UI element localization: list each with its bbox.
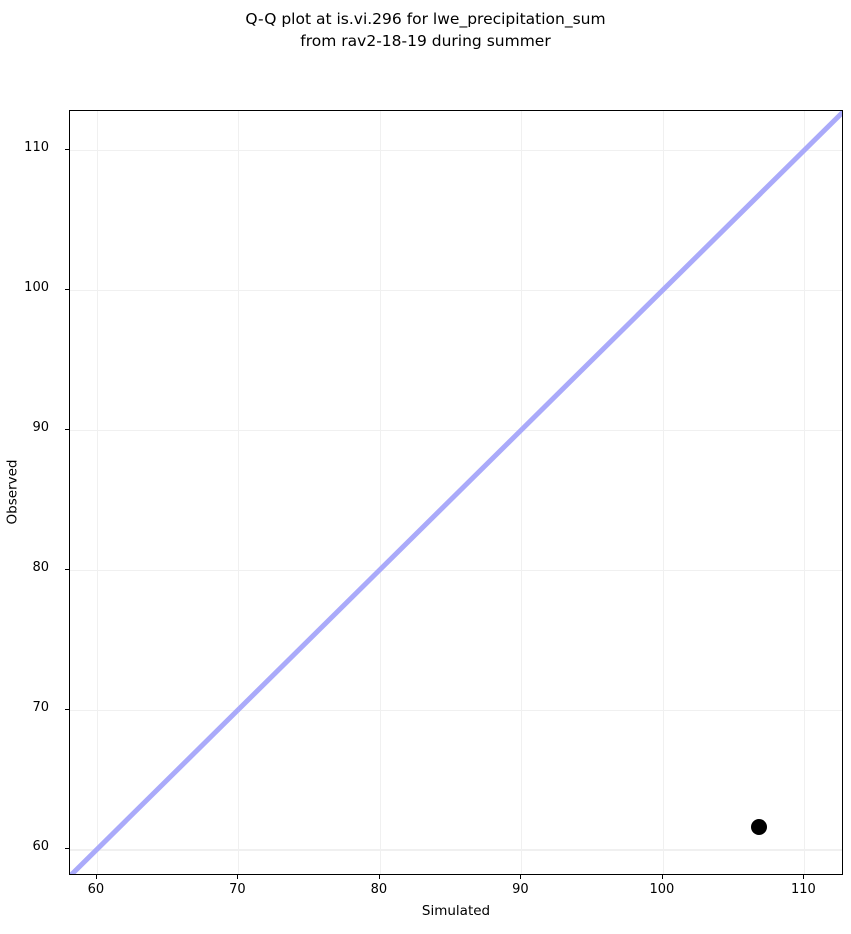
x-tick-mark bbox=[520, 875, 522, 879]
x-tick-label: 100 bbox=[649, 882, 675, 897]
y-tick-mark bbox=[65, 289, 69, 290]
x-tick-mark bbox=[803, 875, 805, 879]
x-tick-label: 90 bbox=[512, 882, 529, 897]
x-tick-mark bbox=[661, 875, 663, 879]
gridline-vertical bbox=[96, 111, 98, 874]
chart-title: Q-Q plot at is.vi.296 for lwe_precipitat… bbox=[245, 10, 606, 50]
x-tick-label: 110 bbox=[790, 882, 816, 897]
x-tick-mark bbox=[237, 875, 239, 879]
y-tick-label: 90 bbox=[32, 419, 49, 435]
data-point-marker bbox=[751, 819, 768, 836]
x-tick-label: 70 bbox=[229, 882, 246, 897]
gridline-horizontal bbox=[70, 429, 842, 431]
one-to-one-reference-line bbox=[70, 111, 842, 874]
data-layer bbox=[70, 111, 842, 874]
y-tick-mark bbox=[65, 568, 69, 570]
y-tick-label: 60 bbox=[32, 839, 49, 855]
gridline-horizontal bbox=[70, 709, 842, 711]
y-tick-mark bbox=[65, 708, 69, 710]
x-tick-mark bbox=[378, 875, 380, 879]
gridline-vertical bbox=[238, 111, 240, 874]
gridline-horizontal bbox=[70, 849, 842, 851]
y-tick-label: 100 bbox=[24, 280, 49, 295]
gridline-horizontal bbox=[70, 150, 842, 152]
x-tick-mark bbox=[95, 875, 97, 879]
y-tick-mark bbox=[65, 149, 69, 151]
gridline-vertical bbox=[662, 111, 664, 874]
x-tick-label: 80 bbox=[370, 882, 388, 897]
gridlines bbox=[70, 111, 842, 874]
y-axis-label: Observed bbox=[4, 459, 21, 525]
y-tick-mark bbox=[65, 428, 69, 430]
x-tick-label: 60 bbox=[87, 882, 105, 897]
gridline-vertical bbox=[521, 111, 523, 874]
gridline-horizontal bbox=[70, 290, 842, 292]
y-tick-label: 70 bbox=[32, 699, 49, 715]
y-tick-mark bbox=[65, 848, 69, 850]
x-axis-label: Simulated bbox=[421, 903, 491, 919]
y-tick-label: 110 bbox=[24, 140, 49, 156]
plot-area bbox=[69, 110, 843, 875]
reference-line-segment bbox=[70, 111, 842, 874]
gridline-vertical bbox=[379, 111, 381, 874]
y-tick-label: 80 bbox=[32, 559, 49, 575]
gridline-vertical bbox=[804, 111, 806, 874]
gridline-horizontal bbox=[70, 569, 842, 571]
